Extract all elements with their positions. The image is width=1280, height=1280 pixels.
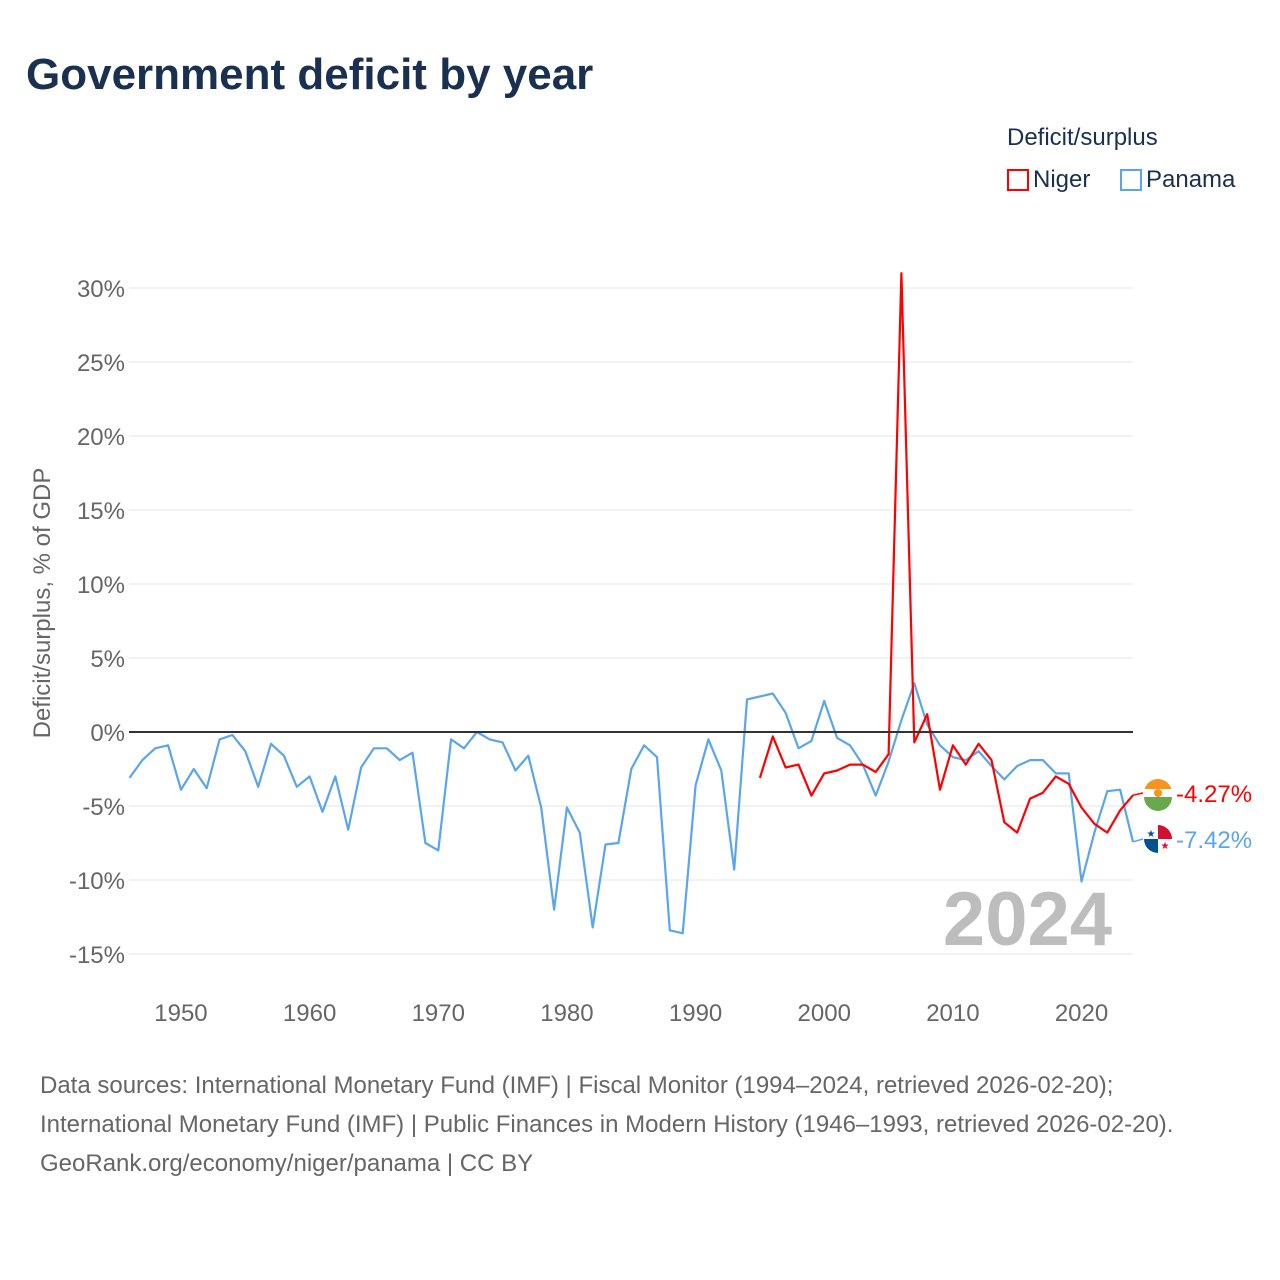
y-tick-label: 30% (77, 276, 125, 303)
footer: Data sources: International Monetary Fun… (40, 1066, 1240, 1183)
x-tick-label: 1950 (154, 1000, 207, 1027)
y-tick-label: 25% (77, 350, 125, 377)
x-tick-label: 2000 (798, 1000, 851, 1027)
x-tick-label: 1960 (283, 1000, 336, 1027)
end-label-connector (1132, 792, 1144, 796)
x-tick-label: 2010 (926, 1000, 979, 1027)
y-tick-label: 10% (77, 572, 125, 599)
end-label-connector (1132, 838, 1144, 843)
y-tick-label: 20% (77, 424, 125, 451)
y-tick-label: 15% (77, 498, 125, 525)
year-watermark: 2024 (943, 877, 1112, 962)
panama-flag-icon (1158, 825, 1172, 839)
chart-title: Government deficit by year (26, 50, 594, 99)
y-tick-label: -5% (82, 794, 125, 821)
legend-title: Deficit/surplus (1007, 124, 1158, 151)
legend-item-niger[interactable]: Niger (1007, 166, 1090, 194)
end-label-panama: -7.42% (1176, 827, 1252, 854)
legend-swatch-panama (1120, 169, 1142, 191)
legend-swatch-niger (1007, 169, 1029, 191)
x-tick-label: 1990 (669, 1000, 722, 1027)
series-line-panama (128, 682, 1135, 935)
x-tick-label: 2020 (1055, 1000, 1108, 1027)
panama-flag-icon: ★ (1147, 829, 1156, 840)
y-tick-label: -15% (69, 942, 125, 969)
end-label-niger: -4.27% (1176, 781, 1252, 808)
panama-flag-icon: ★ (1161, 841, 1170, 852)
legend-label-niger: Niger (1033, 166, 1091, 193)
y-tick-label: 0% (90, 720, 125, 747)
y-tick-label: 5% (90, 646, 125, 673)
y-axis-label: Deficit/surplus, % of GDP (29, 468, 56, 739)
series-line-niger (758, 272, 1134, 834)
niger-flag-icon (1144, 797, 1172, 811)
panama-flag-icon (1144, 839, 1158, 853)
data-sources: Data sources: International Monetary Fun… (40, 1072, 1174, 1138)
credit-link[interactable]: GeoRank.org/economy/niger/panama | CC BY (40, 1150, 534, 1177)
x-tick-label: 1980 (540, 1000, 593, 1027)
x-tick-label: 1970 (412, 1000, 465, 1027)
niger-flag-icon (1154, 789, 1162, 797)
legend-item-panama[interactable]: Panama (1120, 166, 1235, 194)
legend-label-panama: Panama (1146, 166, 1236, 193)
y-tick-label: -10% (69, 868, 125, 895)
